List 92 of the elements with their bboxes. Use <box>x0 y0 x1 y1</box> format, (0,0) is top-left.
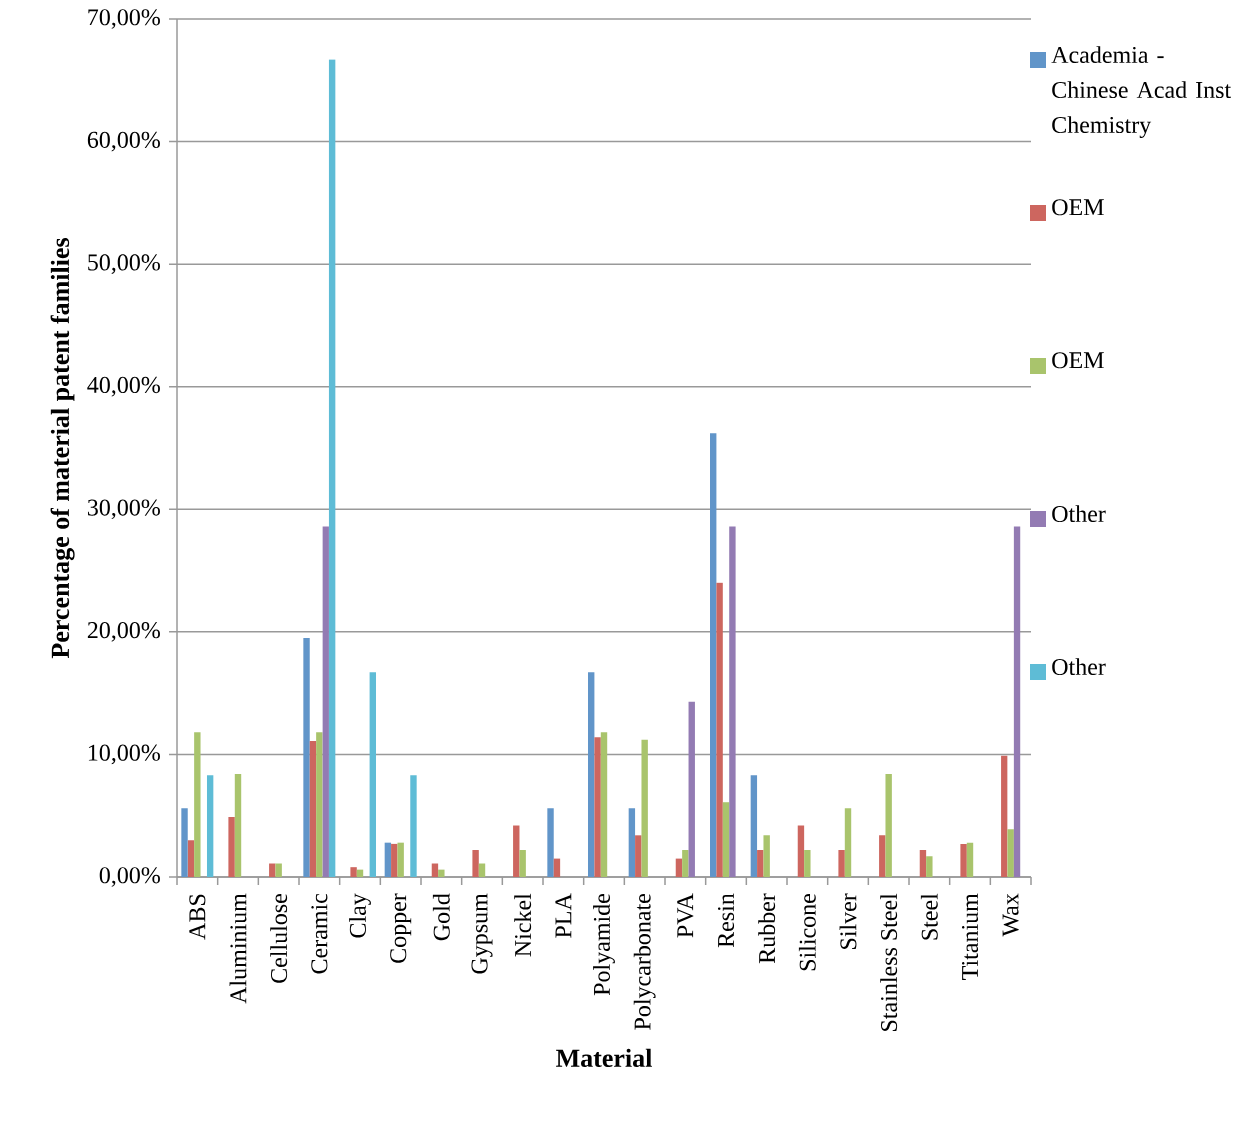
bar <box>384 842 392 877</box>
legend-label: OEM <box>1052 352 1104 369</box>
legend-label: Academia - Chinese Acad Inst Chemistry <box>1051 46 1232 139</box>
x-tick-label: Steel <box>920 893 938 940</box>
bar <box>885 774 892 877</box>
bar <box>519 850 526 877</box>
bar <box>316 732 323 877</box>
x-tick-label: Polyamide <box>593 894 615 996</box>
bar <box>553 858 561 877</box>
bar <box>600 732 608 877</box>
bar <box>275 863 282 877</box>
x-tick-label: Aluminium <box>229 893 247 1004</box>
x-tick-label: PVA <box>677 893 694 938</box>
x-tick-label: Cellulose <box>270 894 288 983</box>
x-tick-label: Silicone <box>798 894 816 971</box>
y-tick-label: 30,00% <box>87 499 160 520</box>
bar <box>682 850 689 877</box>
bar <box>431 863 439 877</box>
bar <box>1001 755 1008 877</box>
bar <box>194 732 201 877</box>
bar <box>716 582 723 877</box>
legend-label: Other <box>1052 505 1106 523</box>
bar <box>688 701 695 877</box>
x-tick-label: ABS <box>189 894 206 940</box>
x-tick-label: Stainless Steel <box>880 893 898 1031</box>
legend-label: OEM <box>1052 199 1104 216</box>
bar <box>397 842 404 877</box>
bar <box>309 740 317 877</box>
y-tick-label: 60,00% <box>87 131 160 152</box>
bar <box>478 863 486 877</box>
bar <box>641 739 648 877</box>
x-tick-label: Resin <box>717 893 735 948</box>
x-tick-label: Clay <box>349 893 371 938</box>
bar <box>391 843 398 877</box>
bar <box>206 775 214 877</box>
bar <box>879 835 886 877</box>
bar <box>926 856 933 877</box>
bar <box>547 808 554 877</box>
bar <box>804 850 811 877</box>
x-tick-label: Rubber <box>758 893 776 964</box>
bar <box>1007 829 1014 877</box>
bar <box>328 59 336 877</box>
x-tick-label: Gypsum <box>471 893 493 974</box>
bar <box>588 672 595 877</box>
bar <box>750 775 758 877</box>
y-tick-label: 50,00% <box>88 254 160 274</box>
y-tick-label: 70,00% <box>88 9 160 29</box>
bar <box>763 835 770 877</box>
bar <box>350 867 357 877</box>
x-tick-label: Ceramic <box>311 893 328 974</box>
bar <box>1013 526 1021 877</box>
bar <box>919 850 927 877</box>
x-tick-label: PLA <box>555 893 572 938</box>
y-tick-label: 40,00% <box>87 376 160 397</box>
x-tick-label: Titanium <box>961 893 979 980</box>
bar <box>410 775 417 877</box>
bar <box>635 835 642 877</box>
bar <box>269 863 276 877</box>
bar <box>966 842 974 877</box>
bar <box>181 808 188 877</box>
bar <box>228 816 235 877</box>
bar <box>303 637 310 877</box>
y-tick-label: 10,00% <box>88 744 160 765</box>
x-tick-label: Copper <box>390 893 412 963</box>
bar <box>187 840 195 877</box>
y-tick-label: 20,00% <box>87 622 160 642</box>
x-tick-label: Wax <box>1002 893 1019 937</box>
x-tick-label: Silver <box>839 893 857 949</box>
bar <box>757 850 764 877</box>
x-tick-label: Nickel <box>514 893 532 957</box>
legend-label: Other <box>1052 658 1106 676</box>
bar <box>797 825 805 877</box>
bar <box>369 672 377 877</box>
x-tick-label: Polycarbonate <box>633 894 656 1030</box>
bar <box>722 802 730 877</box>
bar <box>472 850 479 877</box>
bar <box>594 737 601 877</box>
bar <box>844 808 852 877</box>
x-tick-label: Gold <box>432 893 450 941</box>
bar <box>513 825 520 877</box>
bar <box>675 858 683 877</box>
bar <box>960 843 967 877</box>
bar <box>838 850 845 877</box>
y-tick-label: 0,00% <box>99 867 160 887</box>
bar <box>628 808 636 877</box>
bar <box>438 869 445 877</box>
bar <box>729 526 736 877</box>
bar <box>322 526 329 877</box>
bar <box>710 433 717 877</box>
x-axis-title: Material <box>556 1048 652 1067</box>
y-axis-title: Percentage of material patent families <box>50 238 75 659</box>
bar <box>234 774 242 877</box>
